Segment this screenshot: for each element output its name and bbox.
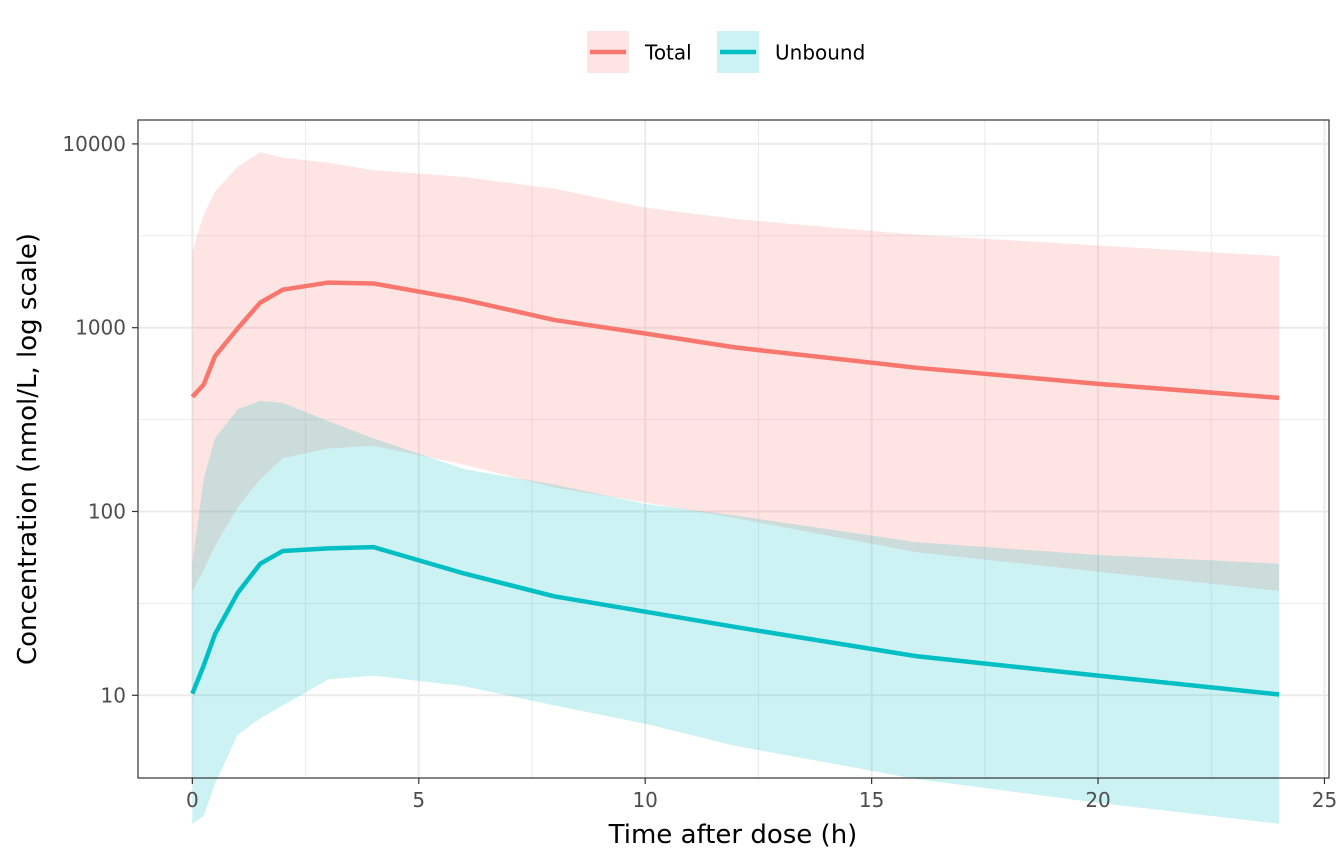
y-axis: 10 100 1000 10000 (62, 132, 138, 707)
y-tick-label: 1000 (75, 316, 126, 340)
x-tick-label: 10 (632, 788, 657, 812)
plot-panel-border (137, 119, 1330, 779)
legend-label-unbound: Unbound (775, 41, 865, 65)
legend: Total Unbound (587, 31, 865, 73)
x-tick-label: 20 (1085, 788, 1110, 812)
ribbon-unbound (192, 400, 1280, 824)
y-tick-label: 10 (101, 683, 126, 707)
x-tick-label: 5 (412, 788, 425, 812)
median-line-total (190, 280, 1280, 401)
grid-minor (138, 120, 1329, 778)
ribbons (192, 152, 1280, 824)
median-line-unbound (190, 544, 1280, 697)
y-tick-label: 100 (88, 499, 126, 523)
x-tick-label: 0 (186, 788, 199, 812)
ribbon-total (192, 152, 1280, 591)
x-tick-label: 15 (859, 788, 884, 812)
median-lines (190, 280, 1280, 697)
legend-label-total: Total (644, 41, 692, 65)
x-tick-label: 25 (1312, 788, 1337, 812)
x-axis-title: Time after dose (h) (608, 820, 858, 850)
y-axis-title: Concentration (nmol/L, log scale) (13, 233, 43, 665)
grid-major (138, 120, 1329, 778)
x-axis: 0 5 10 15 20 25 (186, 778, 1337, 812)
y-tick-label: 10000 (62, 132, 126, 156)
